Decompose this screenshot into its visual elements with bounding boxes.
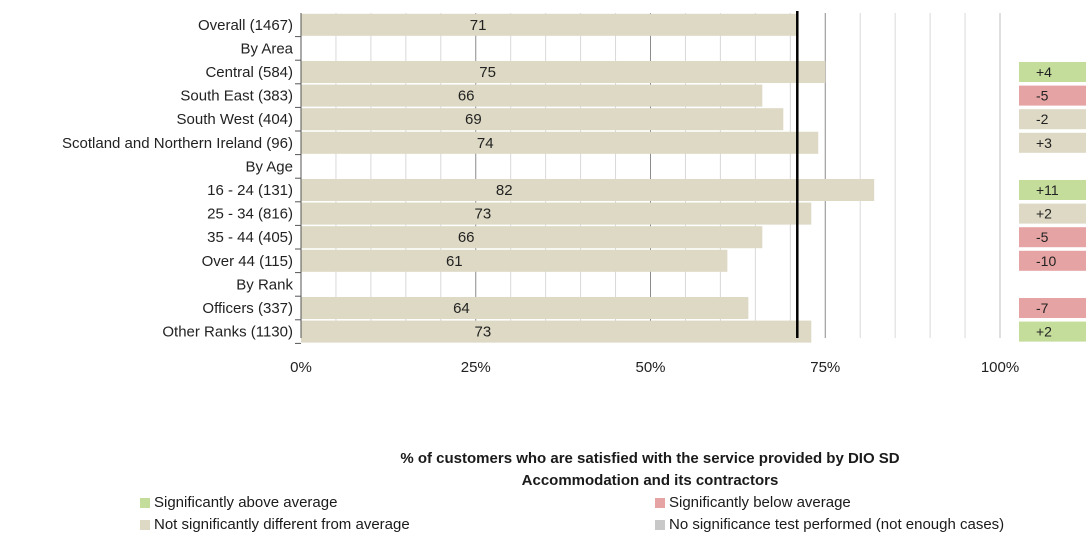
category-label: 16 - 24 (131) <box>207 182 293 199</box>
difference-label: +4 <box>1036 64 1052 80</box>
category-label: By Area <box>240 40 293 57</box>
legend-item-below: Significantly below average <box>655 494 851 511</box>
category-label: Central (584) <box>205 64 293 81</box>
bar-value-label: 71 <box>470 17 487 34</box>
difference-badge <box>1019 250 1086 271</box>
legend-label-no-test: No significance test performed (not enou… <box>669 516 1005 533</box>
category-label: Over 44 (115) <box>202 253 293 270</box>
difference-label: +11 <box>1036 182 1059 198</box>
x-tick-label: 0% <box>290 359 312 376</box>
bar-value-label: 74 <box>477 135 494 152</box>
bar <box>301 13 798 36</box>
difference-label: -7 <box>1036 300 1049 316</box>
legend-label-above: Significantly above average <box>154 494 338 511</box>
difference-label: -2 <box>1036 111 1049 127</box>
x-tick-label: 50% <box>635 359 665 376</box>
bar-value-label: 66 <box>458 88 475 105</box>
category-label: Scotland and Northern Ireland (96) <box>62 135 293 152</box>
bar-value-label: 75 <box>479 64 496 81</box>
bar-value-label: 66 <box>458 229 475 246</box>
category-label: Overall (1467) <box>198 17 293 34</box>
legend-item-above: Significantly above average <box>140 494 337 511</box>
bar <box>301 320 812 343</box>
difference-label: +3 <box>1036 135 1052 151</box>
bar <box>301 108 784 131</box>
difference-label: +2 <box>1036 206 1052 222</box>
category-labels: Overall (1467) By Area Central (584) South … <box>62 17 294 341</box>
legend-swatch-not-different <box>140 519 150 530</box>
bar <box>301 226 763 249</box>
difference-badge <box>1019 85 1086 106</box>
difference-badge <box>1019 109 1086 130</box>
legend-swatch-no-test <box>655 519 665 530</box>
bar-value-label: 73 <box>474 206 491 223</box>
difference-badge <box>1019 227 1086 248</box>
category-label: South West (404) <box>177 111 293 128</box>
difference-badges: +4 -5 -2 +3 +11 +2 -5 -10 -7 +2 <box>1019 62 1086 342</box>
difference-badge <box>1019 298 1086 318</box>
x-tick-label: 100% <box>981 359 1019 376</box>
difference-badge <box>1019 132 1086 153</box>
difference-label: -5 <box>1036 229 1049 245</box>
axis: 0% 25% 50% 75% 100% <box>290 11 1019 376</box>
category-label: South East (383) <box>180 88 293 105</box>
legend-swatch-above <box>140 497 150 508</box>
x-axis-title-line2: Accommodation and its contractors <box>521 472 779 489</box>
bar-value-label: 64 <box>453 300 470 317</box>
x-axis-title-line1: % of customers who are satisfied with th… <box>400 450 900 467</box>
difference-badge <box>1019 62 1086 82</box>
bar-value-label: 61 <box>446 253 463 270</box>
category-label: 25 - 34 (816) <box>207 206 293 223</box>
bar <box>301 249 728 272</box>
x-tick-label: 75% <box>810 359 840 376</box>
legend-label-not-different: Not significantly different from average <box>154 516 410 533</box>
bar-value-label: 82 <box>496 182 513 199</box>
legend-label-below: Significantly below average <box>669 494 851 511</box>
bar-value-label: 73 <box>474 324 491 341</box>
difference-label: +2 <box>1036 324 1052 340</box>
category-label: Other Ranks (1130) <box>162 324 293 341</box>
bar <box>301 179 875 201</box>
difference-label: -10 <box>1036 253 1056 269</box>
difference-badge <box>1019 203 1086 224</box>
legend-swatch-below <box>655 497 665 508</box>
difference-badge <box>1019 321 1086 342</box>
category-label: 35 - 44 (405) <box>207 229 293 246</box>
x-tick-label: 25% <box>461 359 491 376</box>
bar <box>301 297 749 319</box>
category-label: By Rank <box>236 276 293 293</box>
category-label: Officers (337) <box>202 300 293 317</box>
bar <box>301 202 812 225</box>
bar <box>301 131 819 154</box>
difference-label: -5 <box>1036 88 1049 104</box>
bar <box>301 61 826 83</box>
bar <box>301 84 763 107</box>
x-axis-title: % of customers who are satisfied with th… <box>300 448 1000 492</box>
category-label: By Age <box>245 158 293 175</box>
bar-value-label: 69 <box>465 111 482 128</box>
difference-badge <box>1019 180 1086 200</box>
legend-item-no-test: No significance test performed (not enou… <box>655 516 1004 533</box>
legend-item-not-different: Not significantly different from average <box>140 516 410 533</box>
